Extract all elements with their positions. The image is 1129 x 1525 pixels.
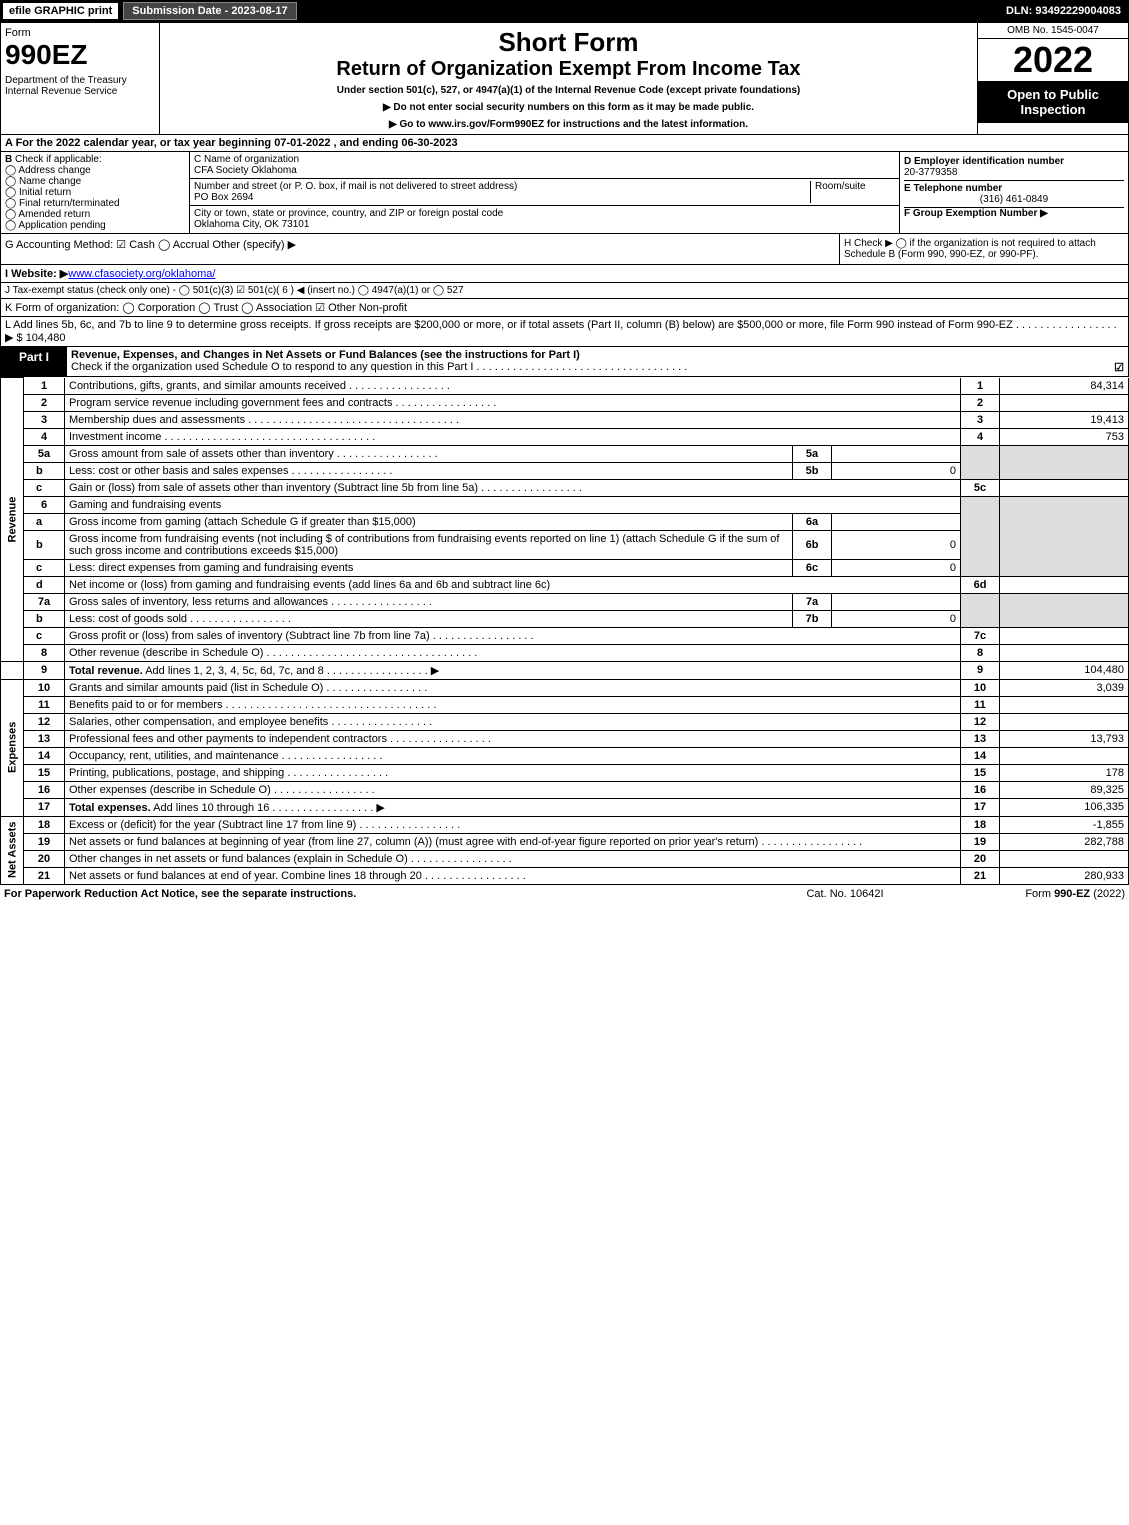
goto-note: ▶ Go to www.irs.gov/Form990EZ for instru… (164, 119, 973, 130)
line-17-val: 106,335 (1000, 798, 1129, 816)
form-ref: Form 990-EZ (2022) (945, 888, 1125, 900)
revenue-expenses-table: Revenue 1Contributions, gifts, grants, a… (0, 377, 1129, 885)
check-final-return[interactable]: ◯ Final return/terminated (5, 198, 185, 209)
line-20-val (1000, 850, 1129, 867)
ssn-note: ▶ Do not enter social security numbers o… (164, 102, 973, 113)
section-i: I Website: ▶www.cfasociety.org/oklahoma/ (0, 265, 1129, 283)
page-footer: For Paperwork Reduction Act Notice, see … (0, 885, 1129, 903)
top-bar: efile GRAPHIC print Submission Date - 20… (0, 0, 1129, 22)
form-label: Form (5, 27, 155, 39)
form-number: 990EZ (5, 39, 155, 71)
line-3-val: 19,413 (1000, 411, 1129, 428)
dept-label: Department of the TreasuryInternal Reven… (5, 75, 155, 97)
line-9-val: 104,480 (1000, 661, 1129, 679)
line-4-val: 753 (1000, 428, 1129, 445)
org-address: PO Box 2694 (194, 192, 253, 203)
catalog-number: Cat. No. 10642I (745, 888, 945, 900)
line-2-val (1000, 394, 1129, 411)
line-1-val: 84,314 (1000, 378, 1129, 395)
expenses-side-label: Expenses (1, 679, 24, 816)
line-6b-val: 0 (832, 530, 961, 559)
line-16-val: 89,325 (1000, 781, 1129, 798)
check-name-change[interactable]: ◯ Name change (5, 176, 185, 187)
check-application-pending[interactable]: ◯ Application pending (5, 220, 185, 231)
line-6a-val (832, 513, 961, 530)
org-city: Oklahoma City, OK 73101 (194, 219, 309, 230)
efile-button[interactable]: efile GRAPHIC print (2, 2, 119, 20)
section-b: B Check if applicable: ◯ Address change … (1, 152, 190, 233)
under-section: Under section 501(c), 527, or 4947(a)(1)… (164, 85, 973, 96)
line-13-val: 13,793 (1000, 730, 1129, 747)
short-form-title: Short Form (164, 27, 973, 58)
line-6c-val: 0 (832, 559, 961, 576)
check-initial-return[interactable]: ◯ Initial return (5, 187, 185, 198)
submission-date-button[interactable]: Submission Date - 2023-08-17 (123, 2, 296, 20)
line-14-val (1000, 747, 1129, 764)
section-k: K Form of organization: ◯ Corporation ◯ … (0, 299, 1129, 317)
line-21-val: 280,933 (1000, 867, 1129, 884)
dln-label: DLN: 93492229004083 (299, 5, 1129, 17)
line-7a-val (832, 593, 961, 610)
line-6d-val (1000, 576, 1129, 593)
open-to-public-badge: Open to Public Inspection (978, 81, 1128, 123)
section-a: A For the 2022 calendar year, or tax yea… (0, 135, 1129, 152)
line-10-val: 3,039 (1000, 679, 1129, 696)
check-amended-return[interactable]: ◯ Amended return (5, 209, 185, 220)
line-12-val (1000, 713, 1129, 730)
website-link[interactable]: www.cfasociety.org/oklahoma/ (68, 268, 215, 280)
tax-year: 2022 (978, 39, 1128, 81)
line-18-val: -1,855 (1000, 816, 1129, 833)
telephone: (316) 461-0849 (904, 194, 1124, 205)
line-8-val (1000, 644, 1129, 661)
section-def: D Employer identification number20-37793… (899, 152, 1128, 233)
line-11-val (1000, 696, 1129, 713)
return-title: Return of Organization Exempt From Incom… (164, 58, 973, 81)
line-15-val: 178 (1000, 764, 1129, 781)
paperwork-notice: For Paperwork Reduction Act Notice, see … (4, 888, 745, 900)
section-c: C Name of organizationCFA Society Oklaho… (190, 152, 899, 233)
line-7c-val (1000, 627, 1129, 644)
group-exemption: F Group Exemption Number ▶ (904, 208, 1048, 219)
part1-schedule-o-check[interactable]: ☑ (1114, 361, 1124, 374)
ein: 20-3779358 (904, 167, 957, 178)
section-h: H Check ▶ ◯ if the organization is not r… (839, 234, 1128, 264)
revenue-side-label: Revenue (1, 378, 24, 662)
line-5c-val (1000, 479, 1129, 496)
line-7b-val: 0 (832, 610, 961, 627)
check-address-change[interactable]: ◯ Address change (5, 165, 185, 176)
line-19-val: 282,788 (1000, 833, 1129, 850)
form-header: Form 990EZ Department of the TreasuryInt… (0, 22, 1129, 135)
part-1-header: Part I Revenue, Expenses, and Changes in… (0, 347, 1129, 377)
section-j: J Tax-exempt status (check only one) - ◯… (0, 283, 1129, 299)
omb-number: OMB No. 1545-0047 (978, 23, 1128, 39)
line-5a-val (832, 445, 961, 462)
netassets-side-label: Net Assets (1, 816, 24, 884)
org-name: CFA Society Oklahoma (194, 165, 297, 176)
section-l: L Add lines 5b, 6c, and 7b to line 9 to … (0, 317, 1129, 347)
section-g: G Accounting Method: ☑ Cash ◯ Accrual Ot… (1, 234, 839, 264)
line-5b-val: 0 (832, 462, 961, 479)
